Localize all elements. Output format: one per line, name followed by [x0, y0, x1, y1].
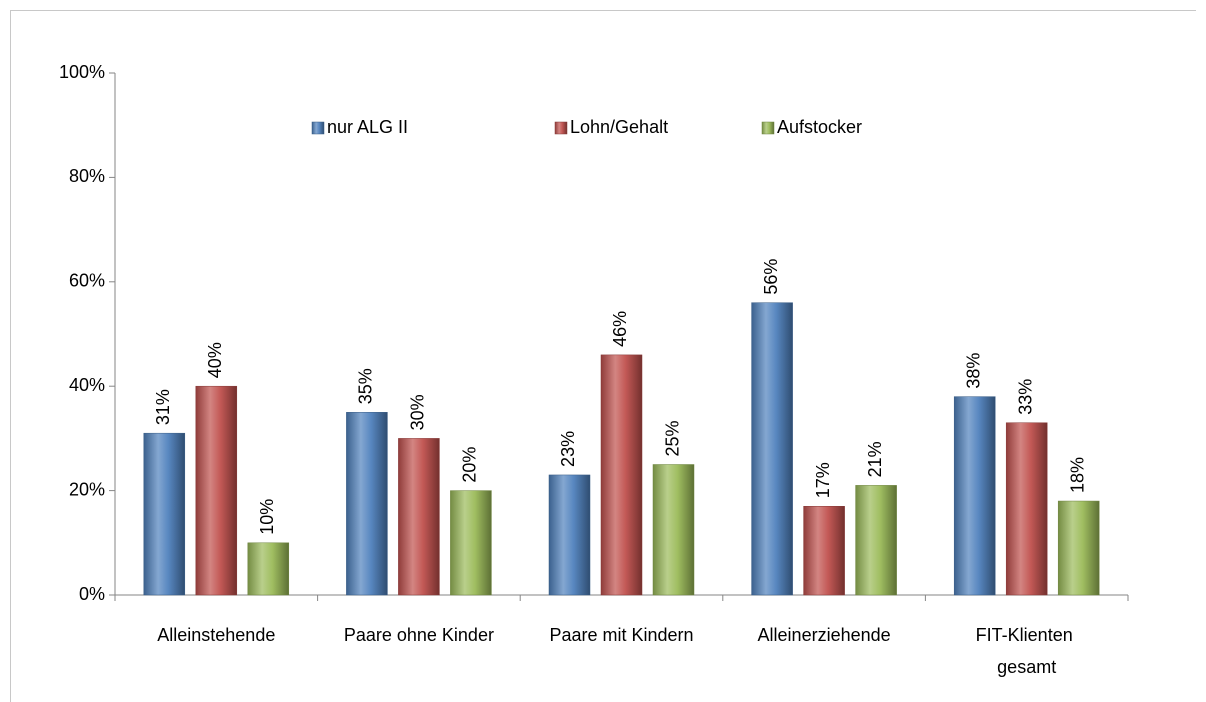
bar	[855, 485, 897, 596]
legend-swatch	[761, 121, 775, 135]
bar	[195, 385, 238, 596]
y-tick-label: 100%	[59, 62, 105, 82]
legend-label: nur ALG II	[327, 117, 408, 137]
legend-swatch	[554, 121, 568, 135]
data-label: 20%	[460, 447, 480, 483]
data-label: 35%	[356, 368, 376, 404]
y-tick-label: 0%	[79, 584, 105, 604]
data-label: 18%	[1067, 457, 1087, 493]
bar	[652, 464, 695, 596]
y-tick-label: 80%	[69, 166, 105, 186]
data-label: 38%	[963, 353, 983, 389]
data-label: 25%	[662, 420, 682, 456]
data-label: 21%	[865, 441, 885, 477]
legend-swatch	[311, 121, 325, 135]
bar	[143, 432, 186, 596]
bar	[953, 396, 996, 596]
bar	[346, 412, 388, 596]
bar	[600, 354, 643, 596]
bar	[398, 438, 440, 596]
x-tick-label: FIT-Klienten gesamt	[976, 625, 1078, 677]
data-label: 17%	[813, 462, 833, 498]
x-tick-label: Paare ohne Kinder	[344, 625, 494, 645]
data-label: 40%	[205, 342, 225, 378]
legend-label: Lohn/Gehalt	[570, 117, 668, 137]
data-label: 30%	[408, 394, 428, 430]
legend-label: Aufstocker	[777, 117, 862, 137]
bar	[751, 302, 793, 596]
y-tick-label: 60%	[69, 271, 105, 291]
x-tick-label: Alleinstehende	[157, 625, 275, 645]
bar	[1005, 422, 1048, 596]
data-label: 23%	[558, 431, 578, 467]
bar	[1057, 500, 1100, 596]
data-label: 31%	[153, 389, 173, 425]
chart-frame	[10, 10, 1196, 702]
data-label: 10%	[257, 499, 277, 535]
bar	[450, 490, 492, 596]
data-label: 33%	[1015, 379, 1035, 415]
x-tick-label: Paare mit Kindern	[549, 625, 693, 645]
y-tick-label: 40%	[69, 375, 105, 395]
bar	[803, 506, 845, 596]
data-label: 56%	[761, 259, 781, 295]
bar	[548, 474, 591, 596]
y-tick-label: 20%	[69, 479, 105, 499]
bar	[247, 542, 290, 596]
x-tick-label: Alleinerziehende	[758, 625, 891, 645]
data-label: 46%	[610, 311, 630, 347]
